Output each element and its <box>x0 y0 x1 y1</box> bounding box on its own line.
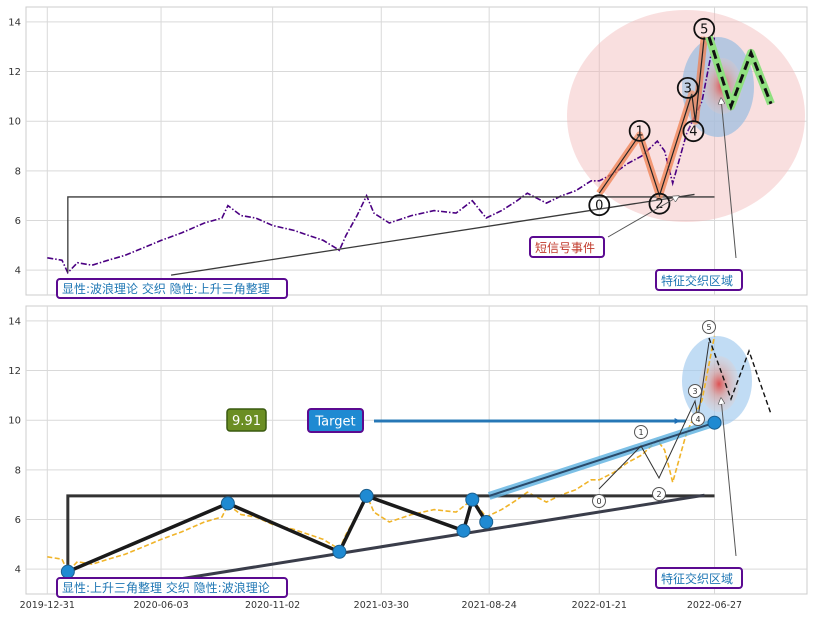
y-tick-label: 10 <box>8 117 21 128</box>
wave-point-marker <box>682 120 705 143</box>
wave-point-label: 4 <box>689 125 697 140</box>
y-tick-label: 14 <box>8 17 21 28</box>
y-tick-label: 12 <box>8 366 21 377</box>
wave-point-marker <box>691 412 705 426</box>
signal-arrow <box>607 196 679 238</box>
wave-point-label: 1 <box>636 124 644 139</box>
pivot-point <box>707 415 722 430</box>
x-tick-label: 2020-11-02 <box>245 600 300 611</box>
short-signal-label: 短信号事件 <box>535 241 595 255</box>
wave-point-marker <box>634 425 648 439</box>
wave-point-label: 1 <box>638 428 643 437</box>
y-tick-label: 10 <box>8 416 21 427</box>
pivot-point <box>332 544 347 559</box>
overlay-layer: 0 1 2 3 4 5 0 1 2 3 4 5 <box>60 17 775 582</box>
wave-point-label: 4 <box>695 415 700 424</box>
wave-point-label: 2 <box>655 197 663 212</box>
feature-zone-core <box>699 356 739 412</box>
y-tick-label: 4 <box>15 266 21 277</box>
top-feature-zone-label-box: 特征交织区域 <box>655 269 743 291</box>
projection-line <box>707 36 773 111</box>
wave-point-marker <box>588 194 611 217</box>
y-tick-label: 6 <box>15 216 21 227</box>
wave-point-label: 3 <box>684 81 692 96</box>
bottom-pattern-label-box: 显性:上升三角整理 交织 隐性:波浪理论 <box>56 577 288 598</box>
wave-point-marker <box>652 487 666 501</box>
y-tick-label: 12 <box>8 67 21 78</box>
wave-point-marker <box>648 192 671 215</box>
triangle-lower-bound <box>170 193 695 276</box>
support-line <box>170 493 705 582</box>
y-tick-label: 6 <box>15 515 21 526</box>
wave-point-marker <box>693 17 716 40</box>
short-signal-label-box: 短信号事件 <box>529 236 605 258</box>
x-tick-label: 2020-06-03 <box>133 600 188 611</box>
wave-point-marker <box>702 320 716 334</box>
top-pattern-label: 显性:波浪理论 交织 隐性:上升三角整理 <box>62 281 270 296</box>
bottom-panel-frame <box>25 305 808 595</box>
wave-point-label: 0 <box>595 199 603 214</box>
wave-point-label: 5 <box>700 22 708 37</box>
wave-point-label: 0 <box>596 497 601 506</box>
projection-line <box>708 337 772 415</box>
x-tick-label: 2022-06-27 <box>687 600 742 611</box>
triangle-upper-bound <box>67 196 715 273</box>
pivot-point <box>359 488 374 503</box>
wave-point-label: 2 <box>656 490 661 499</box>
x-tick-label: 2022-01-21 <box>572 600 627 611</box>
pivot-point <box>220 496 235 511</box>
wave-point-marker <box>676 76 699 99</box>
top-pattern-label-box: 显性:波浪理论 交织 隐性:上升三角整理 <box>56 278 288 299</box>
x-tick-label: 2021-08-24 <box>462 600 517 611</box>
x-tick-label: 2021-03-30 <box>354 600 409 611</box>
wave-line <box>598 341 710 490</box>
y-tick-label: 4 <box>15 565 21 576</box>
bottom-feature-zone-label-box: 特征交织区域 <box>655 567 743 589</box>
wave-point-marker <box>628 119 651 142</box>
breakout-line <box>488 421 715 497</box>
pivot-point <box>60 564 75 579</box>
top-feature-zone-label: 特征交织区域 <box>661 273 733 288</box>
bottom-feature-zone-label: 特征交织区域 <box>661 571 733 586</box>
wave-line <box>598 36 705 198</box>
target-value-label: 9.91 <box>232 414 261 429</box>
wave-point-label: 3 <box>692 387 697 396</box>
pivot-point <box>479 515 494 529</box>
y-tick-label: 8 <box>15 465 21 476</box>
pivot-point <box>456 523 471 538</box>
wave-point-marker <box>592 494 606 508</box>
feature-zone-arrow <box>721 98 737 259</box>
bottom-pattern-label: 显性:上升三角整理 交织 隐性:波浪理论 <box>62 580 270 595</box>
pivot-point <box>465 492 480 507</box>
x-tick-label: 2019-12-31 <box>20 600 75 611</box>
y-tick-label: 14 <box>8 316 21 327</box>
y-tick-label: 8 <box>15 166 21 177</box>
target-box: Target <box>307 408 364 433</box>
target-label: Target <box>314 415 355 430</box>
wave-point-marker <box>688 384 702 398</box>
feature-zone-arrow <box>721 398 737 557</box>
target-value-box: 9.91 <box>226 408 267 432</box>
wave-point-label: 5 <box>706 323 711 332</box>
